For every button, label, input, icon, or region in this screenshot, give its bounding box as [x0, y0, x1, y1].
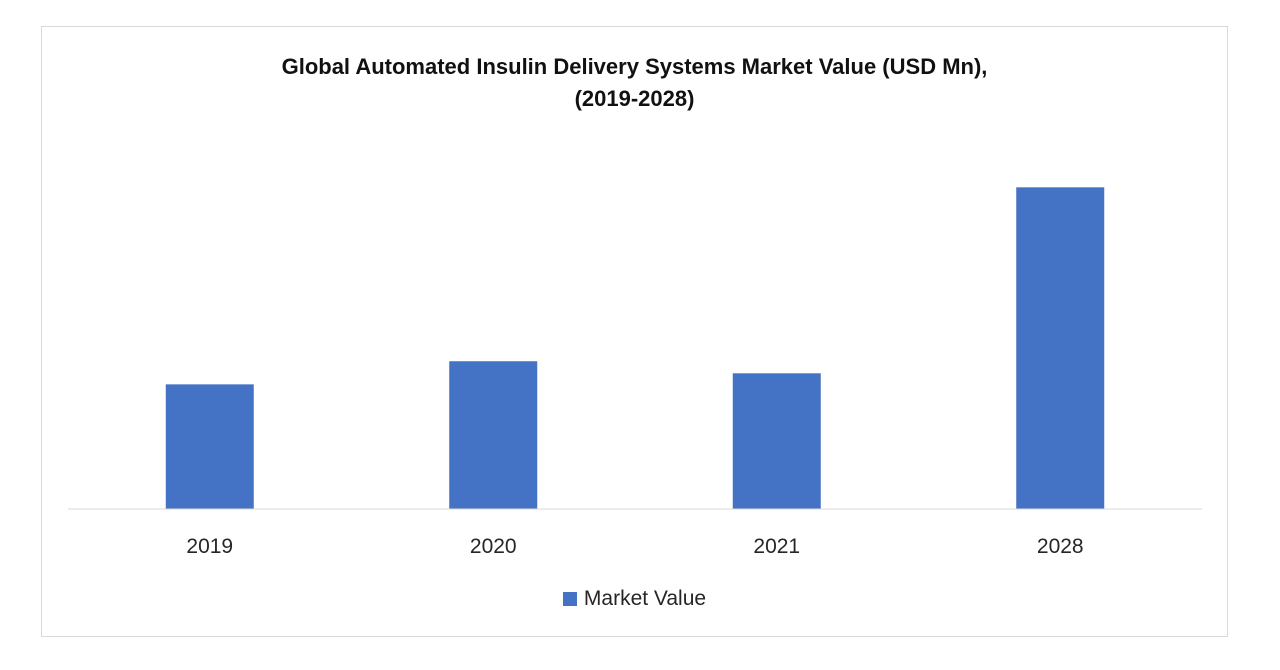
- bar-2019: [165, 384, 254, 509]
- x-tick-label-2021: 2021: [753, 535, 800, 558]
- bar-2028: [1016, 187, 1105, 509]
- plot-area: 2019 2020 2021 2028: [68, 187, 1202, 558]
- x-tick-label-2028: 2028: [1037, 535, 1084, 558]
- legend-swatch-market-value: [562, 592, 577, 606]
- legend: Market Value: [42, 587, 1227, 611]
- chart-title: Global Automated Insulin Delivery System…: [42, 51, 1227, 115]
- bars-group: [165, 187, 1105, 509]
- x-tick-label-2019: 2019: [186, 535, 233, 558]
- chart-title-line-2: (2019-2028): [574, 86, 695, 111]
- x-tick-label-2020: 2020: [470, 535, 517, 558]
- bar-2021: [732, 373, 821, 509]
- chart-frame: Global Automated Insulin Delivery System…: [41, 26, 1228, 637]
- bar-2020: [449, 361, 538, 509]
- x-tick-labels: 2019 2020 2021 2028: [186, 535, 1083, 558]
- chart-title-line-1: Global Automated Insulin Delivery System…: [281, 54, 988, 79]
- legend-label-market-value: Market Value: [583, 587, 707, 610]
